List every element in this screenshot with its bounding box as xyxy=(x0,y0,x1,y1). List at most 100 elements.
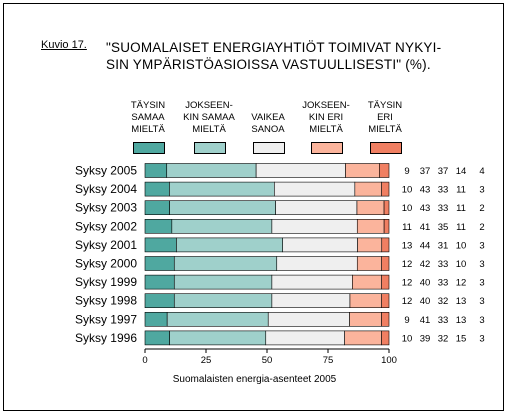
bar-segment xyxy=(144,237,177,253)
bar-segment xyxy=(357,237,383,253)
data-label: 41 xyxy=(420,222,431,233)
data-label: 31 xyxy=(438,240,449,251)
legend-label: JOKSEEN- KIN SAMAA MIELTÄ xyxy=(183,100,235,135)
bar-segment xyxy=(352,274,382,290)
data-label: 13 xyxy=(402,240,413,251)
bar-segment xyxy=(356,256,382,271)
bar-segment xyxy=(173,274,273,290)
data-label: 33 xyxy=(438,259,449,270)
bar-segment xyxy=(344,330,382,346)
bar-segment xyxy=(176,237,284,253)
data-label: 3 xyxy=(479,259,484,270)
bar-segment xyxy=(381,330,390,346)
legend-label: VAIKEA SANOA xyxy=(251,112,285,135)
chart-title-line-2: SIN YMPÄRISTÖASIOISSA VASTUULLISESTI" (%… xyxy=(106,57,431,72)
data-label: 13 xyxy=(456,315,467,326)
bar-segment xyxy=(169,200,276,215)
bar-segment xyxy=(169,330,267,346)
category-label: Syksy 2002 xyxy=(75,219,137,233)
legend-item-vaikea-sanoa: VAIKEA SANOA xyxy=(228,92,308,154)
category-label: Syksy 1999 xyxy=(75,275,137,289)
data-label: 32 xyxy=(438,333,449,344)
category-label: Syksy 2003 xyxy=(75,201,137,215)
x-tick-label: 100 xyxy=(381,355,397,366)
bar-segment xyxy=(276,256,358,271)
x-tick-label: 50 xyxy=(262,355,273,366)
bar-segment xyxy=(381,237,390,253)
figure-label: Kuvio 17. xyxy=(41,39,87,51)
data-label: 33 xyxy=(438,203,449,214)
bar-segment xyxy=(356,200,385,215)
data-label: 10 xyxy=(456,240,467,251)
data-label: 43 xyxy=(420,185,431,196)
legend-item-taysin-samaa: TÄYSIN SAMAA MIELTÄ xyxy=(108,92,188,154)
data-label: 39 xyxy=(420,333,431,344)
category-label: Syksy 2005 xyxy=(75,164,137,178)
bar-segment xyxy=(383,219,390,234)
data-label: 10 xyxy=(402,203,413,214)
data-label: 12 xyxy=(456,278,467,289)
bar-segment xyxy=(356,219,385,234)
x-tick-label: 75 xyxy=(323,355,334,366)
category-label: Syksy 1997 xyxy=(75,312,137,326)
bar-segment xyxy=(275,200,358,215)
data-label: 15 xyxy=(456,333,467,344)
bar-segment xyxy=(169,181,275,197)
category-label: Syksy 2001 xyxy=(75,238,137,252)
bar-segment xyxy=(271,274,353,290)
source-note: Suomalaisten energia-asenteet 2005 xyxy=(172,374,337,385)
legend-swatch xyxy=(311,142,343,154)
bar-segment xyxy=(255,163,346,178)
data-label: 42 xyxy=(420,259,431,270)
data-label: 14 xyxy=(456,166,467,177)
data-label: 4 xyxy=(479,166,484,177)
data-label: 37 xyxy=(420,166,431,177)
bar-segment xyxy=(265,330,345,346)
x-tick-label: 0 xyxy=(142,355,147,366)
data-label: 32 xyxy=(438,296,449,307)
legend-label: TÄYSIN ERI MIELTÄ xyxy=(367,100,403,135)
data-label: 12 xyxy=(402,259,413,270)
legend-swatch xyxy=(133,142,165,154)
legend-item-jokseenkin-eri: JOKSEEN- KIN ERI MIELTÄ xyxy=(286,92,366,154)
bar-segment xyxy=(144,219,173,234)
x-tick-label: 25 xyxy=(201,355,212,366)
data-label: 3 xyxy=(479,315,484,326)
bar-segment xyxy=(381,181,390,197)
data-label: 40 xyxy=(420,278,431,289)
data-label: 9 xyxy=(404,315,409,326)
bar-segment xyxy=(381,293,390,309)
data-label: 10 xyxy=(402,333,413,344)
bar-segment xyxy=(144,293,175,309)
data-label: 2 xyxy=(479,203,484,214)
bar-segment xyxy=(267,311,350,327)
legend-item-jokseenkin-samaa: JOKSEEN- KIN SAMAA MIELTÄ xyxy=(169,92,249,154)
bar-segment xyxy=(271,293,351,309)
data-label: 43 xyxy=(420,203,431,214)
bar-segment xyxy=(173,293,273,309)
category-label: Syksy 2000 xyxy=(75,257,137,271)
data-label: 33 xyxy=(438,185,449,196)
legend-label: TÄYSIN SAMAA MIELTÄ xyxy=(130,100,166,135)
bar-segment xyxy=(144,181,170,197)
chart-title: "SUOMALAISET ENERGIAYHTIÖT TOIMIVAT NYKY… xyxy=(106,39,486,73)
bar-segment xyxy=(144,256,175,271)
bar-segment xyxy=(166,163,257,178)
bar-segment xyxy=(381,311,390,327)
legend-swatch xyxy=(370,142,402,154)
bar-segment xyxy=(274,181,356,197)
category-label: Syksy 2004 xyxy=(75,182,137,196)
data-label: 9 xyxy=(404,166,409,177)
bar-segment xyxy=(271,219,358,234)
bar-segment xyxy=(144,163,168,178)
data-label: 3 xyxy=(479,185,484,196)
data-label: 2 xyxy=(479,222,484,233)
data-label: 12 xyxy=(402,296,413,307)
bar-segment xyxy=(381,274,390,290)
bar-segment xyxy=(345,163,380,178)
data-label: 10 xyxy=(456,259,467,270)
data-label: 3 xyxy=(479,240,484,251)
data-label: 40 xyxy=(420,296,431,307)
data-label: 3 xyxy=(479,278,484,289)
